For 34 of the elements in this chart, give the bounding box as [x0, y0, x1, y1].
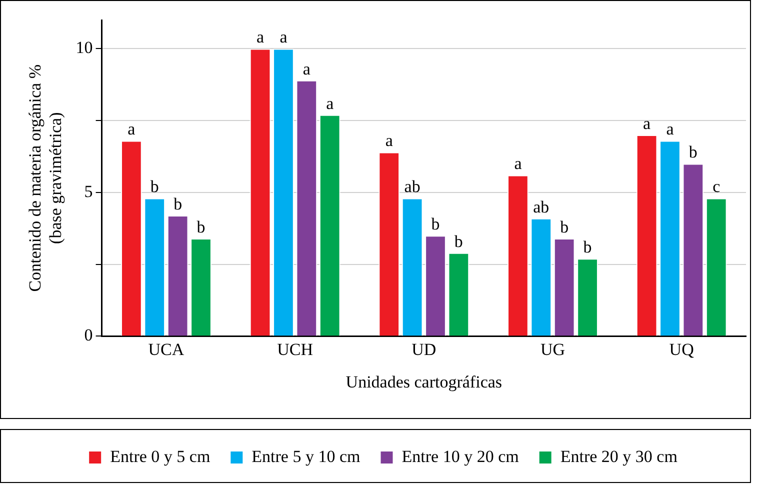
data-label: a: [302, 59, 311, 78]
x-tick-label: UQ: [669, 340, 694, 359]
data-label: a: [666, 120, 674, 139]
data-label: a: [385, 131, 394, 150]
legend-label: Entre 20 y 30 cm: [560, 446, 678, 466]
data-label: b: [560, 217, 569, 236]
y-axis-title: Contenido de materia orgánica % (base gravimétrica): [26, 64, 66, 292]
x-tick-label: UCH: [277, 340, 314, 359]
data-label: a: [280, 28, 288, 47]
x-tick-label: UCA: [148, 340, 185, 359]
legend-label: Entre 5 y 10 cm: [252, 446, 360, 466]
data-label: b: [688, 142, 698, 162]
data-label: a: [326, 94, 334, 113]
data-label: a: [643, 114, 652, 133]
data-label: b: [196, 217, 206, 236]
data-label: b: [454, 232, 463, 251]
y-tick-label: 5: [84, 182, 93, 201]
x-axis-title: Unidades cartográficas: [346, 372, 502, 392]
data-label: a: [256, 28, 264, 47]
legend-label: Entre 10 y 20 cm: [402, 446, 519, 466]
data-label: b: [583, 238, 592, 257]
data-label: ab: [533, 197, 550, 216]
y-tick-label: 0: [84, 326, 93, 345]
y-tick-label: 10: [76, 38, 93, 58]
data-label: ab: [404, 177, 420, 196]
data-label: c: [712, 177, 721, 196]
data-label: a: [514, 154, 522, 174]
data-label: a: [128, 120, 136, 139]
x-tick-label: UD: [412, 340, 436, 359]
data-label: b: [174, 194, 182, 214]
data-label: b: [150, 177, 159, 196]
legend-label: Entre 0 y 5 cm: [110, 446, 210, 466]
x-tick-label: UG: [540, 340, 566, 359]
data-label: b: [431, 214, 440, 234]
